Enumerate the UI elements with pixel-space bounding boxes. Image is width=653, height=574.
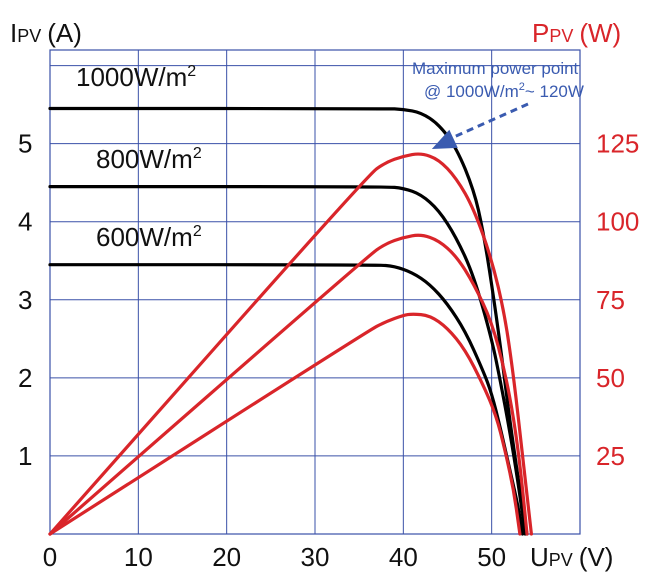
power-curve-5 bbox=[48, 312, 522, 536]
right-axis-label-main: P bbox=[532, 18, 549, 48]
current-curve-0 bbox=[48, 106, 529, 536]
left-axis-label: IPV (A) bbox=[10, 18, 82, 48]
right-axis-label: PPV (W) bbox=[532, 18, 621, 48]
series-label-600: 600W/m2 bbox=[96, 222, 202, 252]
x-tick-label: 10 bbox=[124, 542, 153, 572]
mpp-annotation: Maximum power point @ 1000W/m2~ 120W bbox=[412, 59, 584, 150]
current-curve-1 bbox=[48, 185, 527, 536]
left-tick-label: 2 bbox=[18, 363, 32, 393]
x-tick-label: 20 bbox=[212, 542, 241, 572]
right-tick-label: 125 bbox=[596, 129, 639, 159]
right-tick-label: 100 bbox=[596, 207, 639, 237]
mpp-arrow-head bbox=[431, 129, 458, 150]
power-curve-4 bbox=[48, 233, 529, 536]
mpp-arrow-line bbox=[453, 102, 529, 139]
right-axis-label-unit: (W) bbox=[579, 18, 621, 48]
x-tick-label: 30 bbox=[301, 542, 330, 572]
left-axis-label-main: I bbox=[10, 18, 17, 48]
x-axis-label-main: U bbox=[530, 542, 549, 572]
left-tick-label: 4 bbox=[18, 207, 32, 237]
power-curve-3 bbox=[48, 152, 533, 536]
left-tick-label: 5 bbox=[18, 129, 32, 159]
right-tick-label: 75 bbox=[596, 285, 625, 315]
current-curve-2 bbox=[48, 263, 525, 536]
series-layer bbox=[48, 106, 533, 536]
series-label-1000: 1000W/m2 bbox=[76, 62, 196, 92]
right-tick-label: 50 bbox=[596, 363, 625, 393]
left-tick-label: 1 bbox=[18, 441, 32, 471]
x-axis-label-unit: (V) bbox=[579, 542, 614, 572]
mpp-annotation-line1: Maximum power point bbox=[412, 59, 579, 78]
x-axis-label-sub: PV bbox=[549, 550, 573, 570]
left-axis-label-unit: (A) bbox=[47, 18, 82, 48]
plot-frame bbox=[49, 49, 581, 535]
right-axis-label-sub: PV bbox=[549, 26, 573, 46]
x-tick-label: 40 bbox=[389, 542, 418, 572]
x-tick-label: 0 bbox=[43, 542, 57, 572]
series-label-800: 800W/m2 bbox=[96, 144, 202, 174]
plot-border bbox=[49, 49, 581, 535]
left-axis-label-sub: PV bbox=[17, 26, 41, 46]
mpp-annotation-line2: @ 1000W/m2~ 120W bbox=[424, 81, 584, 101]
x-axis-label: UPV (V) bbox=[530, 542, 613, 572]
left-tick-label: 3 bbox=[18, 285, 32, 315]
x-tick-label: 50 bbox=[477, 542, 506, 572]
right-tick-label: 25 bbox=[596, 441, 625, 471]
ticks-layer: 1 2 3 4 5 25 50 75 100 125 0 10 20 30 40 50 bbox=[18, 129, 639, 572]
